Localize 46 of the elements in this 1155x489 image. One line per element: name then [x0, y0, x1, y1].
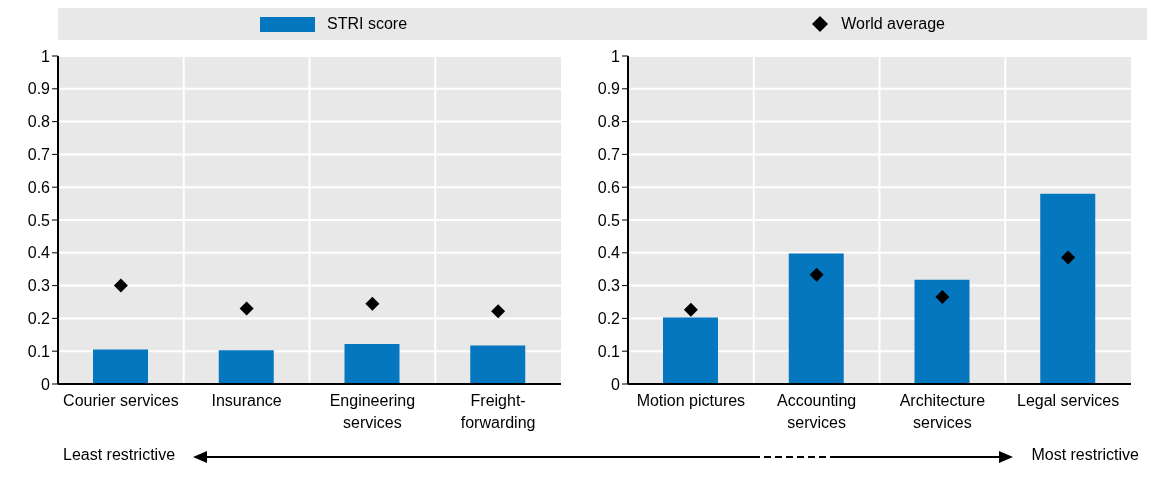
point — [683, 302, 698, 317]
x-tick-label: Insurance — [211, 392, 282, 409]
text: Most restrictive — [1031, 446, 1139, 464]
y-tick-label: 0.3 — [27, 277, 51, 295]
y-tick-label: 0.3 — [597, 277, 621, 295]
x-tick-label: Engineering services — [329, 392, 416, 431]
point — [365, 296, 380, 311]
y-tick-label: 0.9 — [27, 80, 51, 98]
y-tick-label: 0.5 — [27, 211, 51, 229]
y-tick-label: 1 — [611, 47, 621, 65]
point — [491, 304, 506, 319]
y-tick-label: 0 — [41, 375, 51, 393]
y-tick-label: 0.7 — [27, 146, 51, 164]
y-tick-label: 0.1 — [597, 342, 621, 360]
x-tick-label: Architecture services — [899, 392, 986, 431]
x-tick-label: Motion pictures — [636, 392, 746, 409]
bar — [914, 279, 970, 384]
y-tick-label: 0.1 — [27, 342, 51, 360]
y-tick-label: 0.6 — [597, 178, 621, 196]
bar — [663, 317, 718, 384]
text: Least restrictive — [63, 446, 176, 464]
x-tick-label: Accounting services — [777, 392, 857, 431]
y-tick-label: 0.9 — [597, 80, 621, 98]
point — [113, 278, 128, 293]
legend-label: World average — [841, 15, 945, 33]
y-tick-label: 0.7 — [597, 146, 621, 164]
y-tick-label: 1 — [41, 47, 51, 65]
y-tick-label: 0.5 — [597, 211, 621, 229]
point — [1061, 250, 1076, 265]
y-tick-label: 0.4 — [597, 244, 621, 262]
y-tick-label: 0.2 — [27, 310, 51, 328]
x-tick-label: Legal services — [1016, 392, 1120, 409]
bar — [1040, 193, 1096, 384]
y-tick-label: 0 — [611, 375, 621, 393]
x-tick-label: Courier services — [63, 392, 179, 409]
point — [809, 267, 824, 282]
y-tick-label: 0.8 — [27, 113, 51, 131]
bar — [788, 253, 844, 384]
point — [239, 301, 254, 316]
point — [935, 290, 950, 305]
y-tick-label: 0.4 — [27, 244, 51, 262]
y-tick-label: 0.2 — [597, 310, 621, 328]
y-tick-label: 0.6 — [27, 178, 51, 196]
x-tick-label: Freight-forwarding — [460, 392, 536, 431]
legend-label: STRI score — [327, 15, 408, 33]
y-tick-label: 0.8 — [597, 113, 621, 131]
